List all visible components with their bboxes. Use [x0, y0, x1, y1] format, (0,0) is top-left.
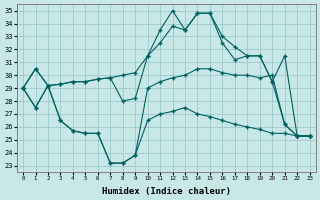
X-axis label: Humidex (Indice chaleur): Humidex (Indice chaleur): [102, 187, 231, 196]
